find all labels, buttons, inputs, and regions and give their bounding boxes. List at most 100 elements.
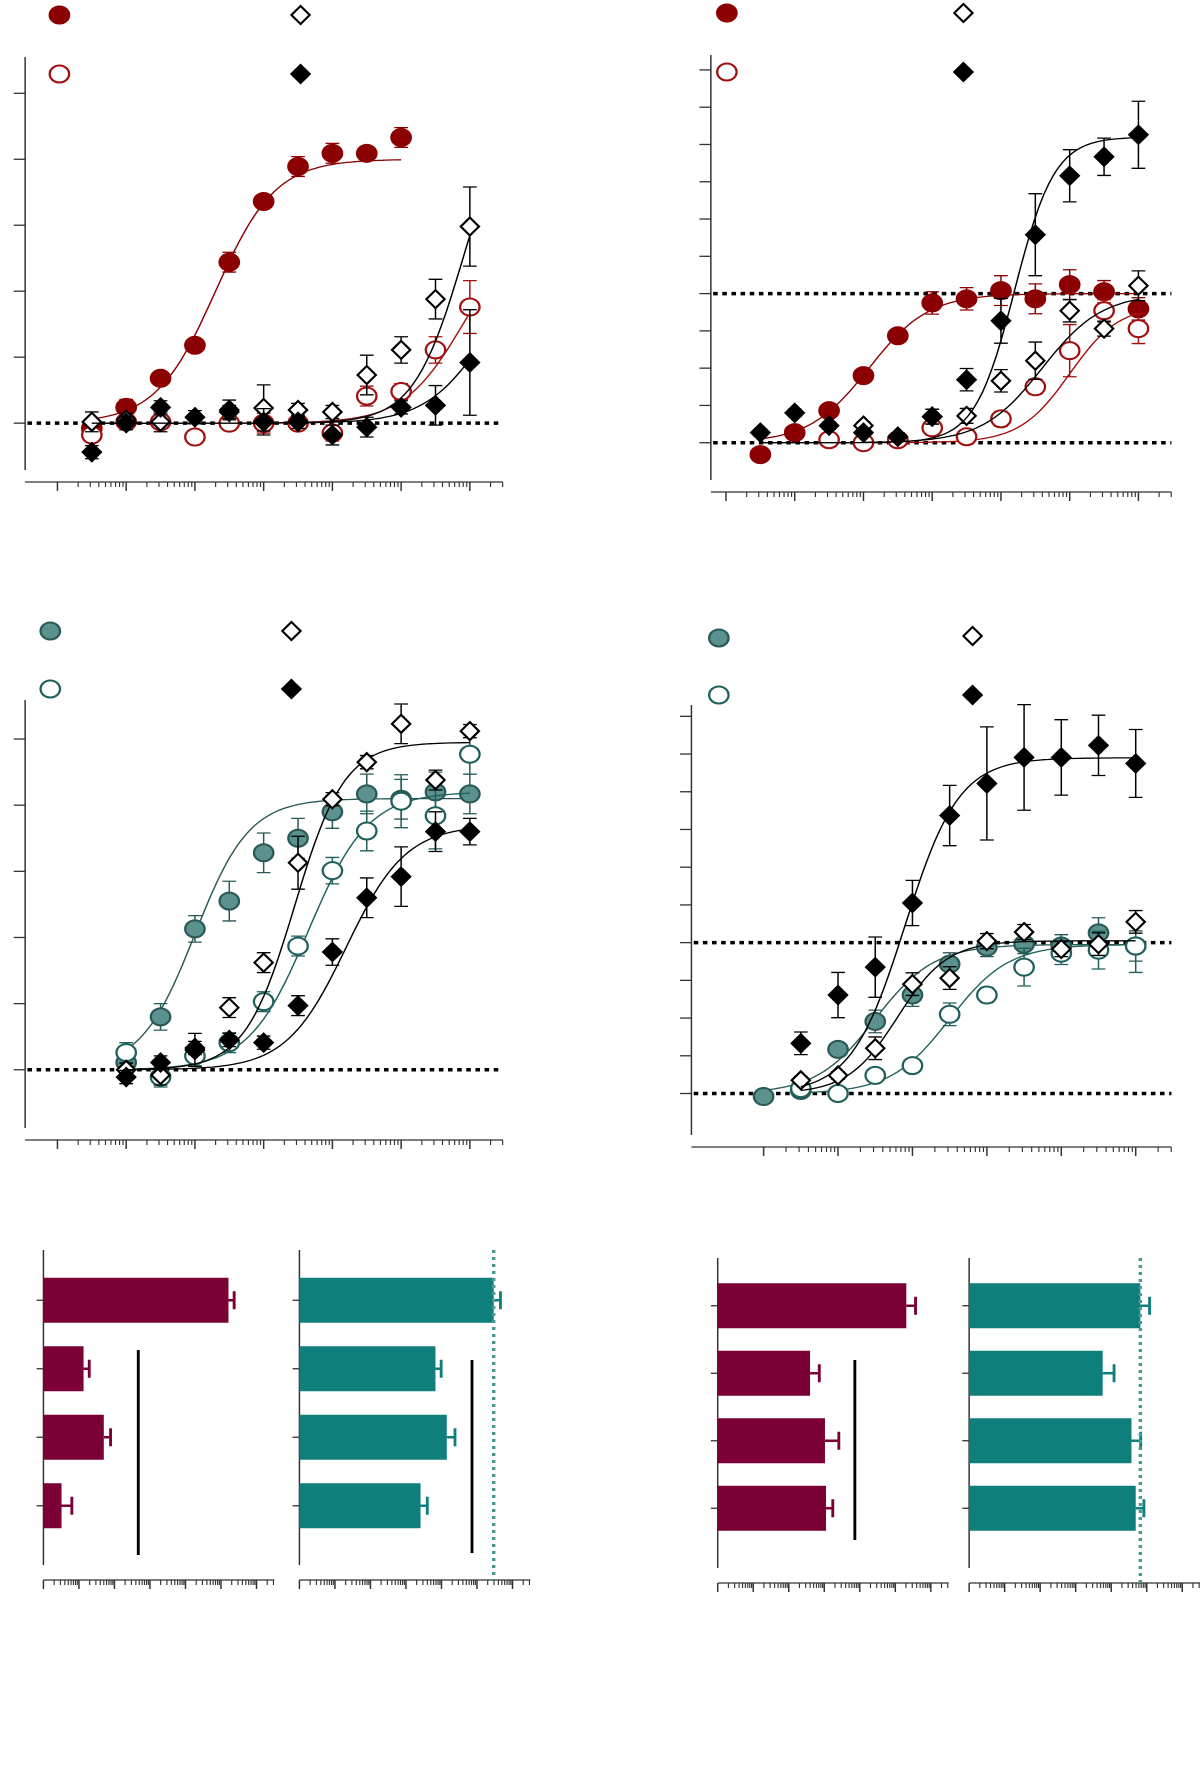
legend-marker [715, 3, 738, 23]
error-bar [1102, 1364, 1116, 1383]
legend-marker [48, 64, 71, 84]
data-point [355, 784, 378, 804]
bar [969, 1485, 1136, 1531]
data-point [252, 843, 275, 863]
error-bar [446, 1428, 457, 1447]
error-bar [906, 1296, 917, 1315]
data-point [287, 411, 309, 433]
data-point [1127, 124, 1150, 146]
legend-marker [715, 62, 738, 82]
data-point [218, 252, 241, 272]
data-point [459, 744, 481, 764]
data-point [252, 411, 275, 433]
data-point [149, 368, 172, 388]
data-point [149, 1007, 172, 1027]
error-bar [83, 1359, 91, 1378]
data-point [1024, 224, 1046, 246]
data-point [1013, 957, 1035, 977]
data-point [852, 422, 875, 444]
data-point [390, 339, 412, 361]
fit-curve [125, 797, 470, 1051]
fit-curve [829, 312, 1139, 444]
legend-marker [707, 685, 730, 705]
data-point [81, 411, 103, 433]
data-point [1127, 275, 1150, 297]
data-point [852, 366, 875, 386]
bar [43, 1346, 84, 1392]
bar [969, 1418, 1132, 1464]
fit-curve [800, 944, 1136, 1094]
data-point [218, 1029, 240, 1051]
data-point [1124, 936, 1147, 956]
data-point [864, 1011, 887, 1031]
data-point [424, 821, 447, 843]
data-point [149, 1052, 172, 1074]
data-point [990, 310, 1012, 332]
data-point [424, 288, 447, 310]
legend-marker [48, 5, 71, 25]
data-point [976, 772, 998, 794]
error-bar [103, 1428, 112, 1447]
data-point [901, 892, 924, 914]
bar [717, 1485, 827, 1531]
error-bar [1140, 1296, 1151, 1315]
data-point [955, 289, 978, 309]
error-bar [420, 1496, 429, 1515]
data-point [218, 997, 240, 1019]
legend-marker [952, 2, 975, 24]
data-point [790, 1032, 812, 1054]
data-point [321, 424, 344, 446]
data-point [921, 406, 943, 428]
data-point [81, 441, 103, 463]
data-point [1058, 341, 1081, 361]
bar [299, 1414, 447, 1460]
data-point [184, 335, 206, 355]
data-point [184, 427, 206, 447]
data-point [1087, 933, 1110, 955]
data-point [1024, 377, 1047, 397]
fit-curve [800, 940, 1136, 1092]
bar [717, 1350, 811, 1396]
data-point [321, 143, 344, 163]
data-point [1013, 746, 1035, 768]
data-point [938, 967, 961, 989]
bar [43, 1277, 229, 1323]
data-point [115, 1043, 138, 1063]
bar [299, 1346, 436, 1392]
fit-curve [126, 828, 470, 1071]
legend-marker [952, 61, 975, 83]
error-bar [1135, 1499, 1146, 1518]
data-point [390, 713, 412, 735]
data-point [390, 127, 412, 147]
data-point [749, 445, 772, 465]
fit-curve [800, 757, 1136, 1088]
data-point [356, 887, 378, 909]
legend-marker [280, 620, 303, 642]
data-point [355, 143, 378, 163]
legend-marker [39, 679, 62, 699]
data-point [783, 423, 806, 443]
data-point [1024, 289, 1047, 309]
bar [717, 1283, 907, 1329]
data-point [990, 281, 1012, 301]
data-point [1050, 746, 1072, 768]
bar [969, 1350, 1103, 1396]
data-point [921, 293, 944, 313]
data-point [864, 1037, 886, 1059]
data-point [149, 411, 172, 433]
data-point [1125, 752, 1147, 774]
error-bar [435, 1359, 443, 1378]
bar [43, 1483, 62, 1529]
data-point [990, 409, 1012, 429]
data-point [976, 930, 998, 952]
data-point [149, 1064, 172, 1086]
data-point [321, 941, 344, 963]
legend-marker [707, 628, 730, 648]
data-point [827, 1064, 849, 1086]
data-point [356, 416, 378, 438]
data-point [1093, 146, 1115, 168]
data-point [938, 1004, 961, 1024]
legend-marker [961, 625, 984, 647]
